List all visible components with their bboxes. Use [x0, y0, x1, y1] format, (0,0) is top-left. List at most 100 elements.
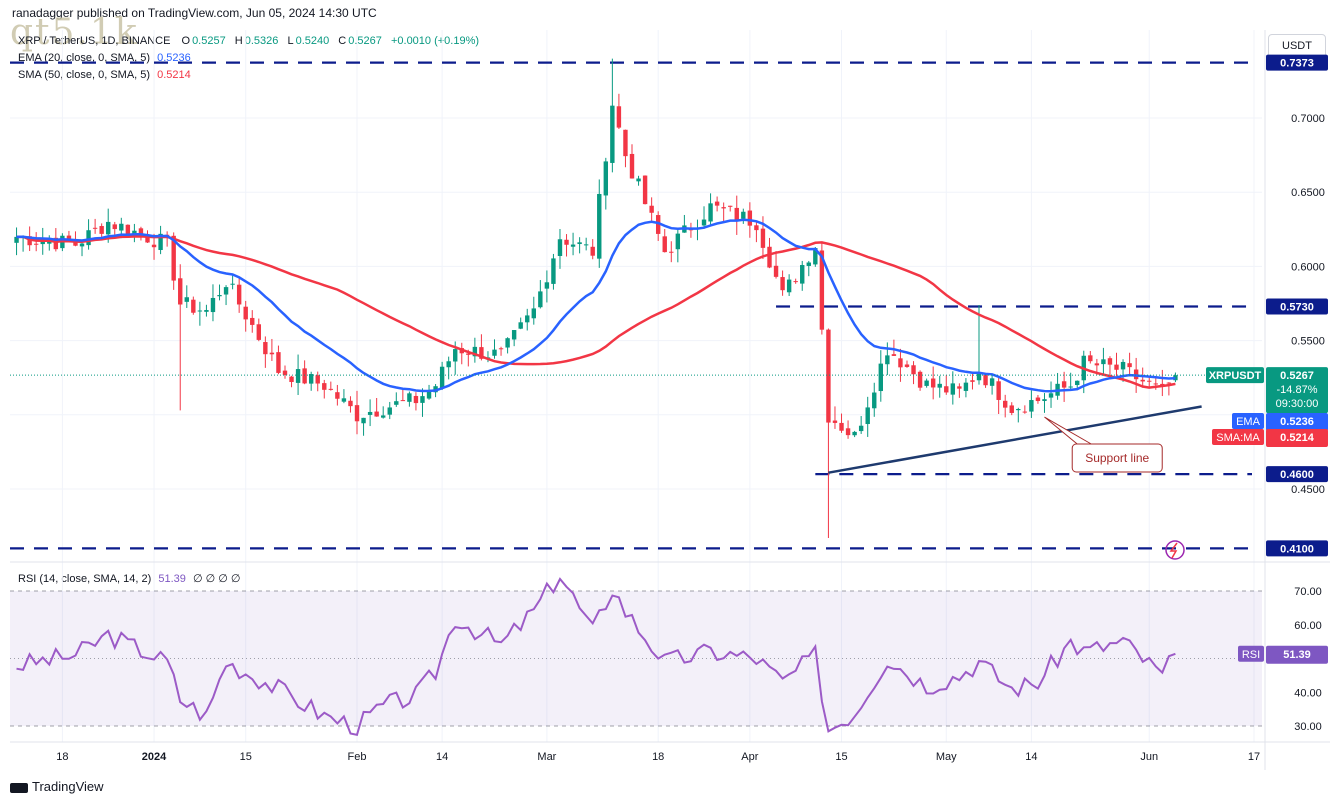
rsi-tick-label: 50.00 [1294, 654, 1322, 666]
candle-body [924, 380, 929, 386]
candle [158, 225, 163, 255]
candle-body [119, 223, 124, 231]
candle [250, 310, 255, 333]
candle-body [236, 284, 242, 305]
candle-body [1081, 355, 1086, 381]
candle-body [20, 236, 26, 238]
candle-body [511, 330, 517, 340]
candle [1061, 371, 1067, 402]
rsi-tag-name-bg [1238, 645, 1264, 662]
candle-body [138, 228, 144, 235]
candle-body [708, 203, 713, 222]
candle-body [701, 219, 707, 226]
candle-body [394, 401, 399, 405]
candle-body [786, 279, 792, 293]
candle [400, 389, 406, 402]
currency-button[interactable]: USDT [1268, 34, 1326, 58]
candle [14, 227, 19, 256]
candle [1029, 390, 1034, 418]
candle [420, 388, 425, 417]
candle-body [557, 239, 563, 257]
candle-body [649, 205, 654, 213]
ema-tag-name: EMA [1236, 416, 1261, 428]
candle [66, 230, 72, 243]
candle [1166, 382, 1172, 396]
candle-body [813, 248, 818, 265]
candle [125, 224, 131, 237]
candle [119, 217, 124, 239]
rsi-tick-label: 70.00 [1294, 586, 1322, 598]
candle-body [970, 380, 975, 382]
candle [243, 300, 248, 332]
candle [302, 360, 307, 385]
candle-body [898, 358, 903, 368]
candle [747, 202, 753, 238]
candle-body [983, 375, 988, 386]
candle [989, 374, 995, 395]
candle-body [610, 105, 615, 163]
candle [839, 413, 844, 433]
candle [557, 229, 563, 269]
candle-body [125, 224, 131, 236]
candle-body [171, 235, 176, 281]
candle [734, 195, 739, 235]
candle [682, 214, 687, 233]
candle-body [439, 366, 445, 389]
candle [911, 361, 916, 385]
candle [505, 337, 510, 354]
sma-legend[interactable]: SMA (50, close, 0, SMA, 5) 0.5214 [18, 69, 191, 81]
candle [937, 375, 942, 398]
candle-body [616, 106, 622, 128]
candle-body [518, 322, 523, 329]
candle-body [73, 238, 78, 246]
footer-brand[interactable]: TradingView [10, 779, 104, 794]
candle-body [47, 240, 52, 244]
candle [701, 206, 707, 229]
symbol-label[interactable]: XRP / TetherUS, 1D, BINANCE [18, 35, 171, 47]
candle-body [1173, 375, 1178, 381]
candle [1133, 357, 1139, 393]
candle-body [60, 235, 65, 249]
candle-body [400, 400, 406, 402]
rsi-band [10, 591, 1262, 726]
time-tick-label: Jun [1140, 751, 1158, 763]
ema-legend[interactable]: EMA (20, close, 0, SMA, 5) 0.5236 [18, 52, 191, 64]
candle [282, 365, 288, 379]
candle [819, 241, 825, 335]
rsi-extra: ∅ ∅ ∅ ∅ [192, 573, 241, 585]
candle-body [256, 324, 261, 340]
candle [1120, 359, 1126, 382]
candle [832, 406, 838, 429]
candle [597, 179, 602, 268]
candle-body [328, 388, 334, 390]
candle-body [800, 265, 805, 284]
level-price-tag: 0.4100 [1266, 540, 1328, 557]
candle-body [570, 244, 576, 247]
candle-body [498, 348, 504, 350]
candle [570, 232, 576, 256]
candle-body [367, 411, 373, 415]
rsi-legend[interactable]: RSI (14, close, SMA, 14, 2) 51.39 ∅ ∅ ∅ … [18, 572, 240, 585]
rsi-tag-name: RSI [1242, 649, 1260, 661]
candle-body [629, 153, 635, 179]
candle [230, 274, 235, 290]
candle [446, 356, 451, 380]
candle [675, 229, 681, 263]
candle [341, 389, 347, 404]
candle [407, 391, 412, 407]
candle-body [845, 428, 851, 436]
candle-body [112, 224, 117, 230]
ema-value-tag: 0.5236 [1266, 413, 1328, 431]
candle [269, 338, 275, 361]
candle-body [92, 227, 98, 229]
candle-body [544, 282, 550, 289]
ema-20-line [16, 218, 1176, 393]
candle-body [525, 315, 530, 323]
candle-body [243, 306, 248, 320]
candle [963, 378, 969, 398]
candle [1094, 358, 1100, 375]
symbol-tag-bg [1206, 367, 1264, 384]
candle [511, 330, 517, 347]
candle-body [734, 207, 739, 221]
